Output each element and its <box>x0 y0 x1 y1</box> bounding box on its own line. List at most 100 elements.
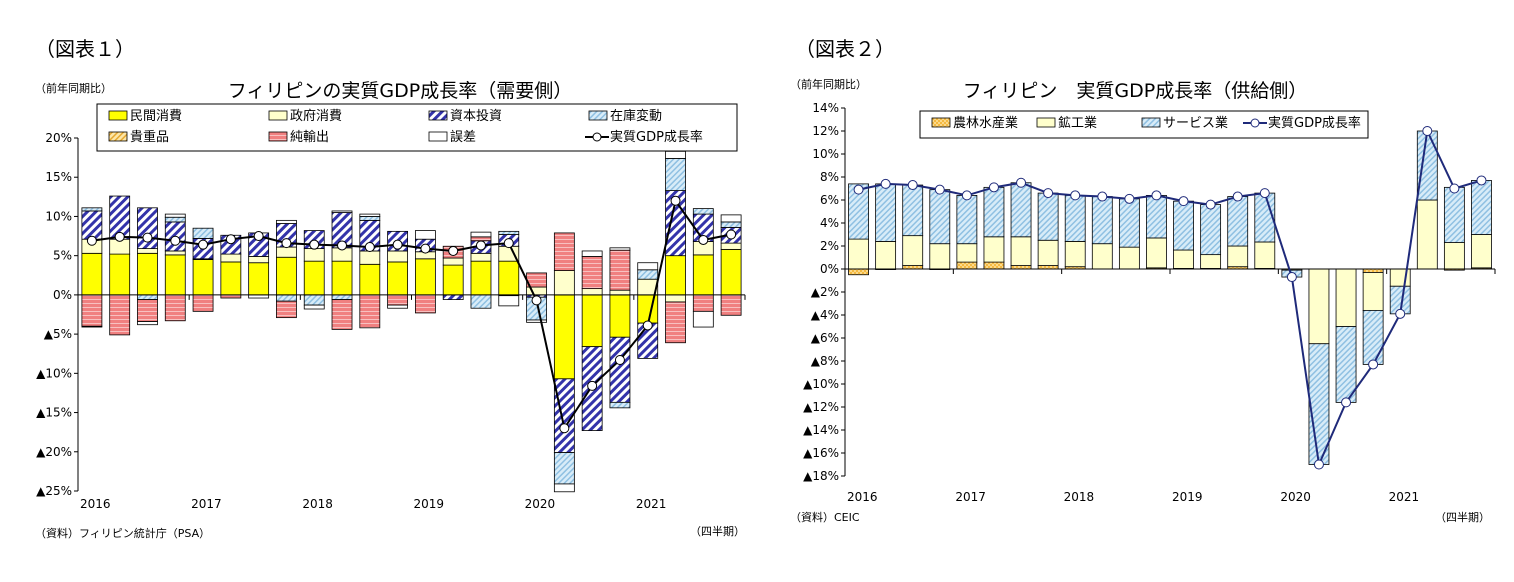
bar-segment-鉱工業 <box>1118 246 1140 270</box>
gdp-growth-point <box>614 354 625 365</box>
bar-segment-サービス業 <box>1146 194 1167 239</box>
bar-segment-鉱工業 <box>1335 268 1357 327</box>
bar-segment-誤差 <box>581 250 603 257</box>
gdp-growth-point <box>475 240 486 251</box>
bar-segment-在庫変動 <box>665 157 686 191</box>
x-year-label: 2018 <box>1064 490 1095 504</box>
y-tick-label: 10% <box>45 209 72 223</box>
gdp-growth-point <box>1232 191 1243 202</box>
legend-swatch-marker <box>592 132 602 142</box>
y-tick-label: ▲6% <box>811 331 839 345</box>
bar-segment-鉱工業 <box>1443 242 1465 270</box>
figure2-label: （図表２） <box>795 37 895 61</box>
figure2-source: （資料）CEIC <box>790 510 860 524</box>
legend-box <box>919 110 1369 139</box>
bar-segment-政府消費 <box>303 248 325 262</box>
gdp-growth-point <box>988 182 999 193</box>
bar-segment-在庫変動 <box>637 269 659 280</box>
gdp-growth-point <box>1043 188 1054 199</box>
bar-segment-鉱工業 <box>902 235 924 266</box>
bar-segment-サービス業 <box>1362 309 1384 365</box>
bar-segment-鉱工業 <box>1173 249 1194 269</box>
bar-segment-民間消費 <box>414 258 436 296</box>
y-tick-label: 8% <box>820 170 839 184</box>
bar-segment-民間消費 <box>692 254 714 296</box>
bar-segment-在庫変動 <box>553 452 575 485</box>
bar-segment-農林水産業 <box>1037 265 1059 270</box>
bar-segment-鉱工業 <box>1416 199 1438 270</box>
bar-segment-純輸出 <box>387 294 409 306</box>
chart2-supply-side: 14% 12% 10% 8% 6% 4% 2% 0% ▲2% ▲4% ▲6% ▲8% ▲10% ▲12% ▲… <box>803 101 1496 504</box>
bar-segment-サービス業 <box>1091 196 1113 245</box>
bar-segment-在庫変動 <box>81 207 103 212</box>
bar-segment-民間消費 <box>665 255 686 296</box>
gdp-growth-point <box>1422 126 1433 136</box>
x-year-label: 2019 <box>414 497 445 511</box>
bar-segment-鉱工業 <box>1308 268 1330 345</box>
legend-swatch <box>1141 117 1161 128</box>
bar-segment-鉱工業 <box>1064 240 1086 268</box>
gdp-growth-point <box>198 239 209 250</box>
bar-segment-誤差 <box>498 295 520 307</box>
bar-segment-在庫変動 <box>137 294 158 300</box>
bar-segment-民間消費 <box>81 252 103 296</box>
bar-segment-誤差 <box>526 319 547 323</box>
gdp-growth-point <box>559 423 570 434</box>
gdp-growth-point <box>281 238 292 249</box>
bar-segment-鉱工業 <box>1037 239 1059 266</box>
gdp-growth-point <box>1395 308 1406 319</box>
bar-segment-鉱工業 <box>875 240 897 270</box>
bar-segment-誤差 <box>637 262 659 271</box>
bar-segment-政府消費 <box>220 253 242 263</box>
figure2-unit: （前年同期比） <box>790 77 867 91</box>
x-year-label: 2020 <box>1280 490 1311 504</box>
y-tick-label: 20% <box>45 131 72 145</box>
x-year-label: 2020 <box>525 497 556 511</box>
bar-segment-誤差 <box>665 150 686 159</box>
gdp-growth-point <box>853 184 864 195</box>
legend-label: 資本投資 <box>450 108 502 124</box>
bar-segment-政府消費 <box>581 288 603 296</box>
gdp-growth-point <box>934 184 945 195</box>
bar-segment-誤差 <box>331 210 353 213</box>
legend-swatch <box>428 110 448 121</box>
bar-segment-サービス業 <box>983 186 1005 238</box>
bar-segment-政府消費 <box>164 250 186 256</box>
bar-segment-誤差 <box>81 325 103 328</box>
bar-segment-資本投資 <box>609 336 631 403</box>
bar-segment-純輸出 <box>692 294 714 312</box>
bar-segment-誤差 <box>692 310 714 328</box>
bar-segment-鉱工業 <box>1146 237 1167 269</box>
legend-label: サービス業 <box>1163 115 1228 131</box>
bar-segment-資本投資 <box>442 294 464 300</box>
bar-segment-民間消費 <box>359 263 381 296</box>
y-tick-label: ▲8% <box>811 354 839 368</box>
bar-segment-民間消費 <box>720 248 742 296</box>
legend-label: 誤差 <box>450 129 476 145</box>
bar-segment-鉱工業 <box>848 238 869 270</box>
gdp-growth-point <box>392 239 403 250</box>
gdp-growth-point <box>880 178 891 189</box>
bar-segment-民間消費 <box>609 294 631 338</box>
x-year-label: 2018 <box>302 497 333 511</box>
chart1-demand-side: 20% 15% 10% 5% 0% ▲5% ▲10% ▲15% ▲20% ▲25% 2016 2017… <box>36 103 746 511</box>
bar-segment-サービス業 <box>1227 196 1249 247</box>
bar-segment-純輸出 <box>359 294 381 329</box>
bar-segment-政府消費 <box>248 256 270 264</box>
bar-segment-サービス業 <box>902 184 924 237</box>
bar-segment-サービス業 <box>1173 200 1194 251</box>
bar-segment-誤差 <box>609 247 631 251</box>
legend-swatch <box>108 110 128 121</box>
bar-segment-サービス業 <box>1118 198 1140 248</box>
y-tick-label: ▲16% <box>803 446 839 460</box>
y-tick-label: ▲18% <box>803 469 839 483</box>
legend-swatch <box>268 131 288 142</box>
legend-label: 純輸出 <box>290 130 329 145</box>
gdp-growth-line <box>858 127 1482 469</box>
bar-segment-在庫変動 <box>470 294 492 309</box>
legend-swatch <box>931 117 951 128</box>
gdp-growth-point <box>170 235 181 246</box>
bar-segment-純輸出 <box>553 232 575 271</box>
bar-segment-純輸出 <box>109 294 131 336</box>
